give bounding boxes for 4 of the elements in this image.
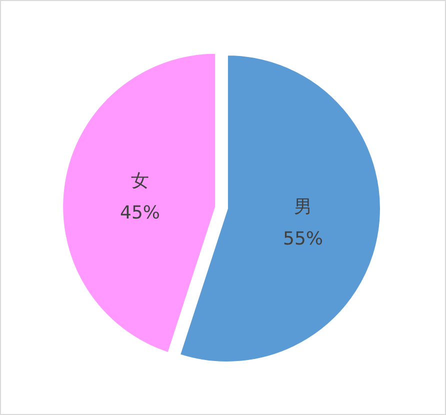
data-label: 45% [120, 202, 160, 224]
data-label: 55% [283, 228, 324, 250]
slice-label: 女 [131, 170, 150, 192]
slice-label: 男 [294, 196, 312, 218]
